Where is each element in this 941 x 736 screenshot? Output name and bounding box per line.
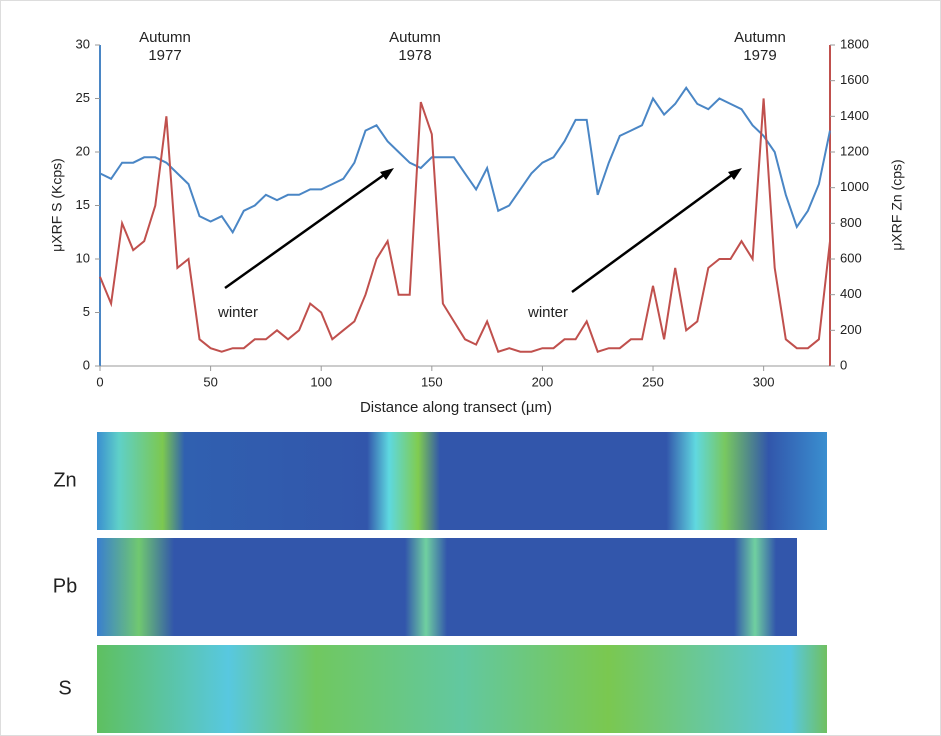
annotation: winter [527, 304, 568, 321]
annotation: 1979 [743, 47, 776, 64]
panel-label: Pb [53, 575, 77, 597]
y2-tick-label: 200 [840, 322, 862, 337]
y-tick-label: 30 [76, 36, 90, 51]
y-axis-label: μXRF S (Kcps) [49, 158, 65, 252]
arrow-head [380, 168, 394, 180]
zn-map [97, 432, 827, 530]
x-tick-label: 100 [310, 374, 332, 389]
y2-axis-label: μXRF Zn (cps) [889, 159, 905, 250]
y-tick-label: 0 [83, 357, 90, 372]
arrow-head [728, 168, 742, 180]
annotation: Autumn [389, 29, 441, 46]
x-axis-label: Distance along transect (µm) [360, 399, 552, 416]
x-tick-label: 250 [642, 374, 664, 389]
annotation: winter [217, 304, 258, 321]
panel-label: Zn [53, 469, 76, 491]
y2-tick-label: 800 [840, 215, 862, 230]
y2-tick-label: 1200 [840, 143, 869, 158]
y2-tick-label: 1400 [840, 108, 869, 123]
x-tick-label: 300 [753, 374, 775, 389]
panel-label: S [58, 677, 71, 699]
y-tick-label: 20 [76, 143, 90, 158]
pb-map [97, 538, 797, 636]
x-tick-label: 200 [532, 374, 554, 389]
s-map [97, 645, 827, 733]
annotation: Autumn [734, 29, 786, 46]
y2-tick-label: 0 [840, 357, 847, 372]
y2-tick-label: 400 [840, 286, 862, 301]
x-tick-label: 50 [203, 374, 217, 389]
y2-tick-label: 600 [840, 250, 862, 265]
arrow [571, 170, 737, 294]
annotation: 1978 [398, 47, 431, 64]
series-line [99, 86, 831, 235]
x-tick-label: 0 [96, 374, 103, 389]
x-tick-label: 150 [421, 374, 443, 389]
y-tick-label: 5 [83, 304, 90, 319]
annotation: Autumn [139, 29, 191, 46]
series-line [99, 98, 831, 353]
annotation: 1977 [148, 47, 181, 64]
y2-tick-label: 1800 [840, 36, 869, 51]
y2-tick-label: 1600 [840, 72, 869, 87]
arrow [224, 170, 389, 290]
y-tick-label: 10 [76, 250, 90, 265]
y-tick-label: 15 [76, 197, 90, 212]
y-tick-label: 25 [76, 90, 90, 105]
y2-tick-label: 1000 [840, 179, 869, 194]
